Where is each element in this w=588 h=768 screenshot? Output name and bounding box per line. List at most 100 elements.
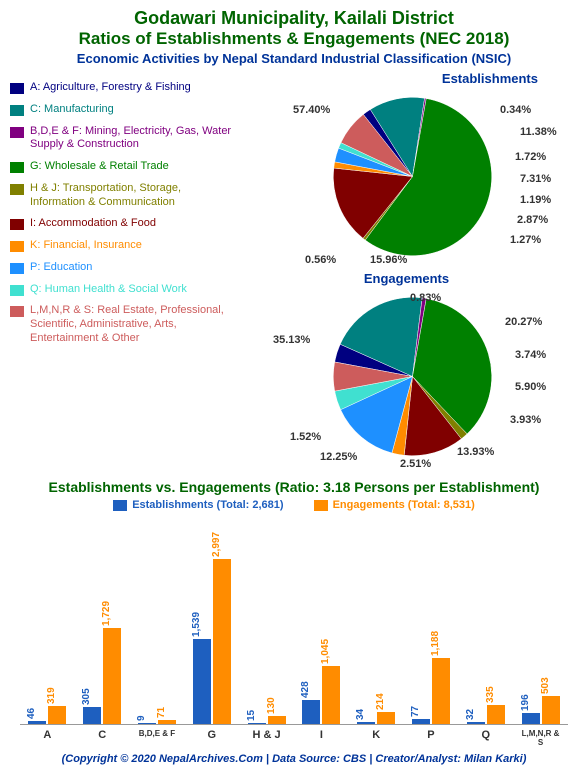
bar-eng: 1,729 [103,628,121,723]
bar-est: 15 [248,723,266,724]
legend-swatch [10,263,24,274]
bar-value: 305 [81,688,92,705]
pie-label: 1.19% [520,194,551,206]
bar-value: 46 [26,708,37,719]
legend-label: L,M,N,R & S: Real Estate, Professional, … [30,304,235,345]
pie1-title: Establishments [235,71,578,86]
bar-value: 32 [465,709,476,720]
bar-axis: ACB,D,E & FGH & JIKPQL,M,N,R & S [20,729,568,747]
legend-label: I: Accommodation & Food [30,217,156,231]
legend-label: A: Agriculture, Forestry & Fishing [30,81,191,95]
legend-label: P: Education [30,261,92,275]
legend-item: H & J: Transportation, Storage, Informat… [10,182,235,210]
legend-swatch [10,162,24,173]
bar-group: 77 1,188 [412,658,450,723]
bar-legend-swatch [314,500,328,511]
pie-label: 0.56% [305,254,336,266]
bar-value: 503 [540,677,551,694]
axis-label: G [192,729,232,747]
bar-eng: 319 [48,706,66,724]
bar-value: 335 [485,686,496,703]
pie-label: 1.72% [515,151,546,163]
legend-column: A: Agriculture, Forestry & Fishing C: Man… [10,71,235,471]
bar-value: 214 [375,693,386,710]
bar-group: 46 319 [28,706,66,724]
bar-est: 428 [302,700,320,724]
axis-label: P [411,729,451,747]
axis-label: A [27,729,67,747]
pie-label: 11.38% [520,126,557,138]
bar-value: 1,539 [191,612,202,637]
pie-label: 7.31% [520,173,551,185]
bar-est: 1,539 [193,639,211,724]
bar-value: 9 [136,715,147,721]
axis-label: L,M,N,R & S [521,729,561,747]
legend-swatch [10,127,24,138]
bar-eng: 71 [158,720,176,724]
bar-value: 34 [355,709,366,720]
pie-label: 0.83% [410,292,441,304]
pie2-wrap: 3.74%20.27%0.83%35.13%1.52%12.25%2.51%13… [235,286,575,471]
bar-value: 319 [46,687,57,704]
legend-swatch [10,105,24,116]
chart-container: Godawari Municipality, Kailali District … [0,0,588,768]
legend-item: B,D,E & F: Mining, Electricity, Gas, Wat… [10,125,235,153]
bar-est: 34 [357,722,375,724]
bar-group: 428 1,045 [302,666,340,724]
bar-value: 1,729 [101,601,112,626]
legend-item: C: Manufacturing [10,103,235,117]
pie-label: 35.13% [273,334,310,346]
bar-legend-item: Engagements (Total: 8,531) [314,499,475,511]
bar-value: 77 [410,706,421,717]
pie-label: 57.40% [293,104,330,116]
bar-value: 15 [246,709,257,720]
bar-legend-item: Establishments (Total: 2,681) [113,499,283,511]
legend-label: C: Manufacturing [30,103,114,117]
pie-label: 2.87% [517,214,548,226]
legend-swatch [10,285,24,296]
bar-eng: 2,997 [213,559,231,724]
bar-est: 32 [467,722,485,724]
bar-value: 2,997 [211,531,222,556]
axis-label: Q [466,729,506,747]
subtitle: Economic Activities by Nepal Standard In… [0,51,588,66]
bar-est: 305 [83,707,101,724]
bar-eng: 1,188 [432,658,450,723]
pie-label: 20.27% [505,316,542,328]
bar-group: 34 214 [357,712,395,724]
bar-group: 305 1,729 [83,628,121,723]
bar-value: 428 [300,681,311,698]
axis-label: B,D,E & F [137,729,177,747]
legend-swatch [10,219,24,230]
bar-value: 130 [266,698,277,715]
bar-group: 1,539 2,997 [193,559,231,724]
legend-swatch [10,184,24,195]
pie-label: 0.34% [500,104,531,116]
pie-label: 5.90% [515,381,546,393]
bar-legend-label: Engagements (Total: 8,531) [333,499,475,511]
bar-group: 196 503 [522,696,560,724]
legend-label: B,D,E & F: Mining, Electricity, Gas, Wat… [30,125,235,153]
bar-eng: 1,045 [322,666,340,724]
pie1-wrap: 1.72%11.38%0.34%57.40%0.56%15.96%1.27%2.… [235,86,575,271]
bar-est: 46 [28,721,46,724]
pie2-chart [330,294,495,459]
top-section: A: Agriculture, Forestry & Fishing C: Man… [0,66,588,471]
bar-est: 9 [138,723,156,724]
bar-group: 9 71 [138,720,176,724]
legend-label: G: Wholesale & Retail Trade [30,160,169,174]
bar-value: 71 [156,706,167,717]
axis-label: C [82,729,122,747]
axis-label: K [356,729,396,747]
bar-est: 77 [412,719,430,723]
bar-legend: Establishments (Total: 2,681) Engagements… [0,499,588,514]
pie-label: 3.74% [515,349,546,361]
legend-swatch [10,83,24,94]
axis-label: H & J [247,729,287,747]
pie-label: 13.93% [457,446,494,458]
legend-item: A: Agriculture, Forestry & Fishing [10,81,235,95]
pies-column: Establishments 1.72% 11.38% 0.34% 57.40% 0.5… [235,71,578,471]
pie-label: 1.52% [290,431,321,443]
pie-label: 1.27% [510,234,541,246]
legend-item: P: Education [10,261,235,275]
